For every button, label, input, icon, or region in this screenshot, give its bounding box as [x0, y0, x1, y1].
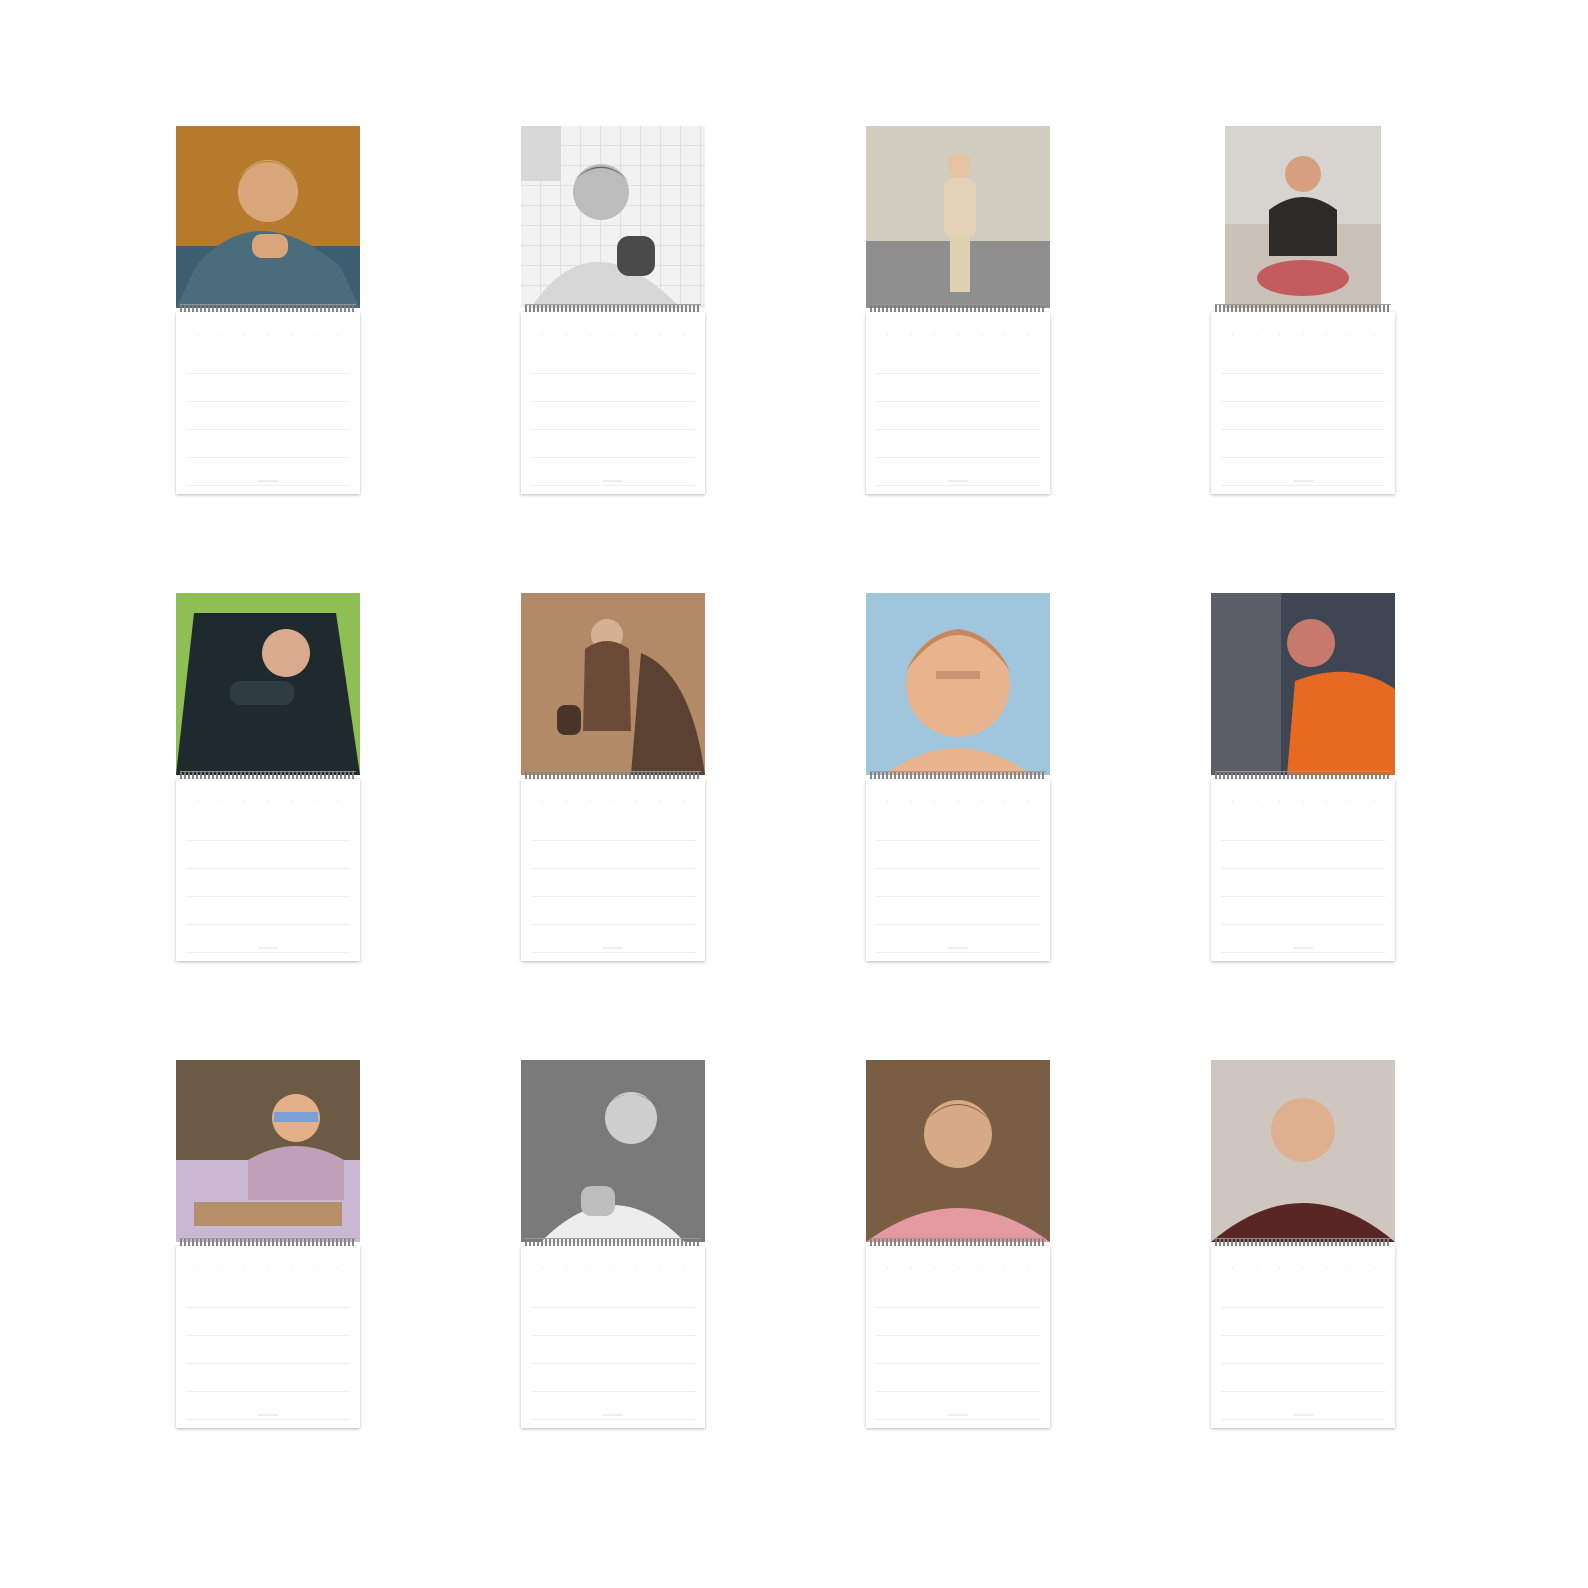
photo-january — [176, 126, 360, 308]
photo-art-december — [1211, 1060, 1395, 1242]
spiral-binding — [525, 771, 701, 782]
calendar-page-may[interactable]: · · · · · · · — [176, 593, 360, 961]
calendar-sheet: · · · · · · · — [1211, 312, 1395, 494]
photo-august — [1211, 593, 1395, 775]
calendar-page-july[interactable]: · · · · · · · — [866, 593, 1050, 961]
photo-art-november — [866, 1060, 1050, 1242]
calendar-sheet: · · · · · · · — [176, 779, 360, 961]
calendar-page-february[interactable]: · · · · · · · — [521, 126, 705, 494]
photo-art-march — [866, 126, 1050, 308]
calendar-page-october[interactable]: · · · · · · · — [521, 1060, 705, 1428]
photo-december — [1211, 1060, 1395, 1242]
spiral-binding — [525, 304, 701, 315]
calendar-sheet: · · · · · · · — [866, 779, 1050, 961]
photo-art-september — [176, 1060, 360, 1242]
calendar-sheet: · · · · · · · — [176, 1246, 360, 1428]
photo-art-june — [521, 593, 705, 775]
spiral-binding — [870, 1238, 1046, 1249]
photo-october — [521, 1060, 705, 1242]
spiral-binding — [1215, 1238, 1391, 1249]
calendar-page-april[interactable]: · · · · · · · — [1211, 126, 1395, 494]
photo-july — [866, 593, 1050, 775]
spiral-binding — [870, 304, 1046, 315]
photo-art-october — [521, 1060, 705, 1242]
spiral-binding — [1215, 771, 1391, 782]
photo-april — [1211, 126, 1395, 308]
photo-february — [521, 126, 705, 308]
calendar-sheet: · · · · · · · — [176, 312, 360, 494]
calendar-page-march[interactable]: · · · · · · · — [866, 126, 1050, 494]
calendar-sheet: · · · · · · · — [521, 312, 705, 494]
calendar-page-august[interactable]: · · · · · · · — [1211, 593, 1395, 961]
photo-november — [866, 1060, 1050, 1242]
calendar-page-september[interactable]: · · · · · · · — [176, 1060, 360, 1428]
photo-art-january — [176, 126, 360, 308]
calendar-page-june[interactable]: · · · · · · · — [521, 593, 705, 961]
calendar-sheet: · · · · · · · — [521, 779, 705, 961]
calendar-sheet: · · · · · · · — [521, 1246, 705, 1428]
calendar-page-january[interactable]: · · · · · · · — [176, 126, 360, 494]
photo-art-february — [521, 126, 705, 308]
calendar-sheet: · · · · · · · — [866, 1246, 1050, 1428]
spiral-binding — [525, 1238, 701, 1249]
calendar-sheet: · · · · · · · — [866, 312, 1050, 494]
calendar-sheet: · · · · · · · — [1211, 1246, 1395, 1428]
spiral-binding — [180, 771, 356, 782]
spiral-binding — [180, 304, 356, 315]
spiral-binding — [180, 1238, 356, 1249]
photo-art-april — [1211, 126, 1395, 308]
photo-art-may — [176, 593, 360, 775]
photo-may — [176, 593, 360, 775]
spiral-binding — [1215, 304, 1391, 315]
spiral-binding — [870, 771, 1046, 782]
photo-june — [521, 593, 705, 775]
calendar-sheet: · · · · · · · — [1211, 779, 1395, 961]
photo-art-august — [1211, 593, 1395, 775]
photo-art-july — [866, 593, 1050, 775]
photo-september — [176, 1060, 360, 1242]
photo-march — [866, 126, 1050, 308]
calendar-page-november[interactable]: · · · · · · · — [866, 1060, 1050, 1428]
calendar-page-december[interactable]: · · · · · · · — [1211, 1060, 1395, 1428]
